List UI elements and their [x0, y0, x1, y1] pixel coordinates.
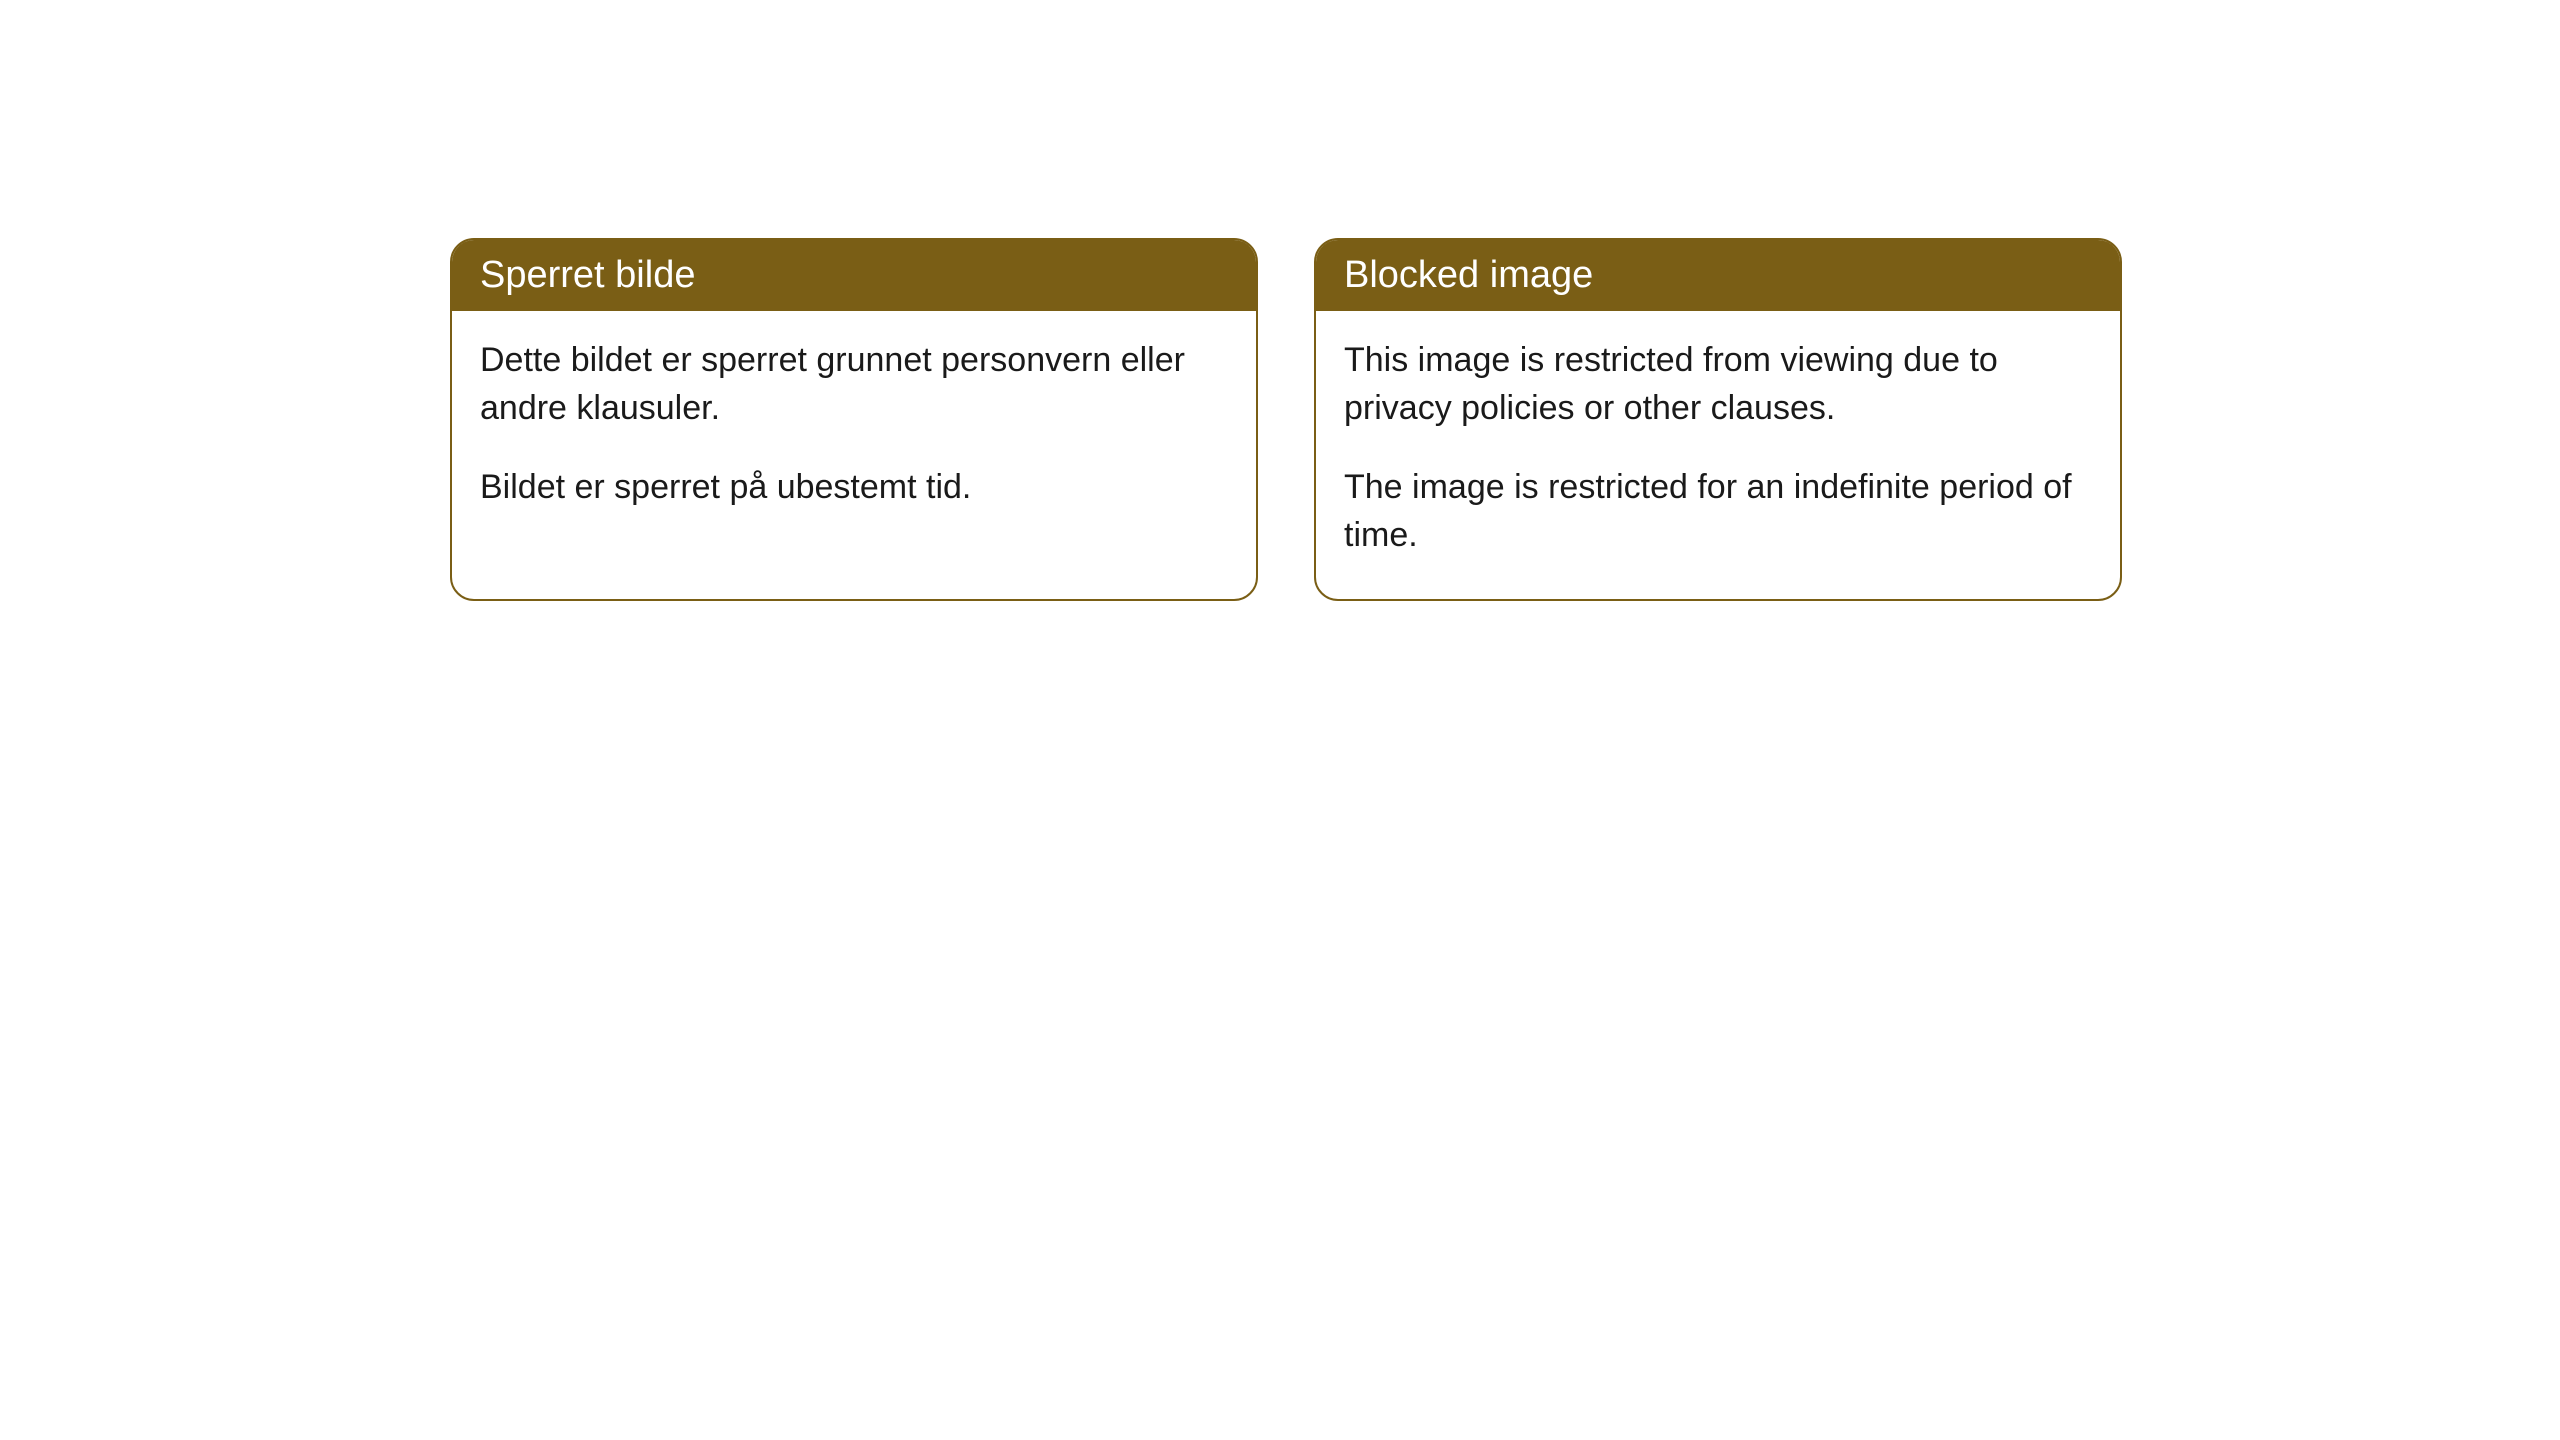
card-paragraph-1-no: Dette bildet er sperret grunnet personve… [480, 337, 1228, 432]
card-paragraph-1-en: This image is restricted from viewing du… [1344, 337, 2092, 432]
blocked-image-card-no: Sperret bilde Dette bildet er sperret gr… [450, 238, 1258, 601]
card-header-no: Sperret bilde [452, 240, 1256, 311]
blocked-image-card-en: Blocked image This image is restricted f… [1314, 238, 2122, 601]
card-body-en: This image is restricted from viewing du… [1316, 311, 2120, 599]
notice-container: Sperret bilde Dette bildet er sperret gr… [450, 238, 2122, 601]
card-paragraph-2-en: The image is restricted for an indefinit… [1344, 464, 2092, 559]
card-paragraph-2-no: Bildet er sperret på ubestemt tid. [480, 464, 1228, 512]
card-header-en: Blocked image [1316, 240, 2120, 311]
card-body-no: Dette bildet er sperret grunnet personve… [452, 311, 1256, 552]
